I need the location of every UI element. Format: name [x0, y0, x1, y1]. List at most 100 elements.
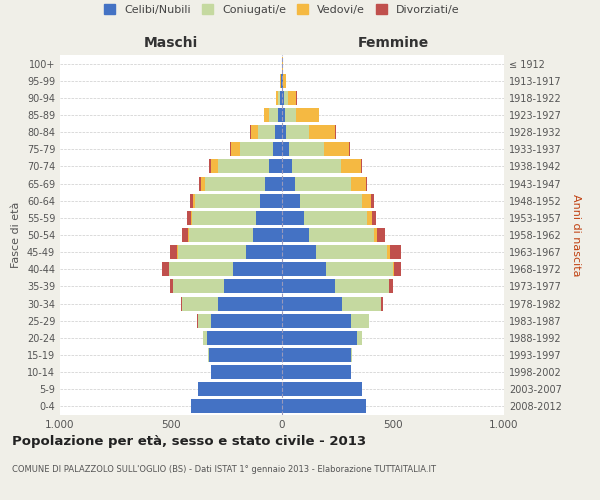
Bar	[188, 228, 189, 242]
Bar	[362, 194, 371, 207]
Bar	[351, 348, 352, 362]
Bar	[282, 262, 326, 276]
Bar	[265, 176, 282, 190]
Bar	[233, 262, 282, 276]
Bar	[209, 160, 211, 173]
Bar	[206, 331, 282, 345]
Bar	[193, 194, 196, 207]
Bar	[282, 194, 300, 207]
Bar	[361, 160, 362, 173]
Bar	[170, 280, 173, 293]
Bar	[284, 91, 287, 105]
Bar	[260, 194, 282, 207]
Bar	[381, 296, 383, 310]
Bar	[203, 331, 206, 345]
Bar	[191, 211, 192, 225]
Bar	[211, 314, 282, 328]
Bar	[209, 348, 282, 362]
Bar	[341, 160, 361, 173]
Bar	[292, 160, 341, 173]
Bar	[308, 125, 335, 139]
Bar	[264, 108, 269, 122]
Bar	[282, 74, 283, 88]
Bar	[282, 91, 284, 105]
Bar	[282, 382, 362, 396]
Bar	[176, 245, 178, 259]
Bar	[211, 160, 218, 173]
Bar	[170, 245, 176, 259]
Bar	[286, 108, 296, 122]
Bar	[178, 245, 247, 259]
Bar	[367, 211, 372, 225]
Bar	[282, 108, 286, 122]
Bar	[282, 314, 351, 328]
Bar	[316, 245, 388, 259]
Bar	[253, 228, 282, 242]
Bar	[304, 211, 367, 225]
Bar	[240, 142, 273, 156]
Bar	[205, 176, 265, 190]
Bar	[351, 314, 368, 328]
Bar	[269, 160, 282, 173]
Bar	[324, 142, 349, 156]
Bar	[182, 296, 218, 310]
Bar	[282, 160, 292, 173]
Y-axis label: Anni di nascita: Anni di nascita	[571, 194, 581, 276]
Bar	[282, 348, 351, 362]
Text: Femmine: Femmine	[358, 36, 428, 50]
Bar	[282, 331, 358, 345]
Bar	[300, 194, 362, 207]
Bar	[388, 245, 389, 259]
Bar	[277, 91, 278, 105]
Bar	[169, 262, 233, 276]
Bar	[182, 228, 188, 242]
Bar	[286, 125, 308, 139]
Bar	[377, 228, 385, 242]
Bar	[282, 400, 367, 413]
Text: Maschi: Maschi	[144, 36, 198, 50]
Bar	[282, 142, 289, 156]
Bar	[199, 176, 201, 190]
Bar	[372, 211, 376, 225]
Bar	[389, 280, 394, 293]
Bar	[282, 211, 304, 225]
Bar	[335, 280, 389, 293]
Bar	[295, 176, 351, 190]
Bar	[211, 365, 282, 379]
Bar	[371, 194, 374, 207]
Bar	[349, 142, 350, 156]
Bar	[282, 125, 286, 139]
Bar	[256, 211, 282, 225]
Bar	[289, 142, 324, 156]
Bar	[196, 194, 260, 207]
Bar	[247, 245, 282, 259]
Bar	[189, 228, 253, 242]
Bar	[275, 125, 282, 139]
Bar	[296, 108, 319, 122]
Bar	[218, 160, 269, 173]
Bar	[282, 228, 308, 242]
Bar	[269, 108, 278, 122]
Bar	[251, 125, 257, 139]
Bar	[389, 245, 401, 259]
Text: Popolazione per età, sesso e stato civile - 2013: Popolazione per età, sesso e stato civil…	[12, 435, 366, 448]
Bar	[342, 296, 381, 310]
Bar	[197, 382, 282, 396]
Bar	[308, 228, 374, 242]
Bar	[187, 211, 191, 225]
Bar	[190, 194, 193, 207]
Bar	[374, 228, 377, 242]
Y-axis label: Fasce di età: Fasce di età	[11, 202, 21, 268]
Bar	[281, 74, 282, 88]
Bar	[282, 245, 316, 259]
Bar	[282, 296, 342, 310]
Bar	[201, 176, 205, 190]
Text: COMUNE DI PALAZZOLO SULL'OGLIO (BS) - Dati ISTAT 1° gennaio 2013 - Elaborazione : COMUNE DI PALAZZOLO SULL'OGLIO (BS) - Da…	[12, 465, 436, 474]
Legend: Celibi/Nubili, Coniugati/e, Vedovi/e, Divorziati/e: Celibi/Nubili, Coniugati/e, Vedovi/e, Di…	[100, 0, 464, 19]
Bar	[335, 125, 337, 139]
Bar	[282, 176, 295, 190]
Bar	[358, 331, 362, 345]
Bar	[283, 74, 286, 88]
Bar	[351, 176, 367, 190]
Bar	[326, 262, 393, 276]
